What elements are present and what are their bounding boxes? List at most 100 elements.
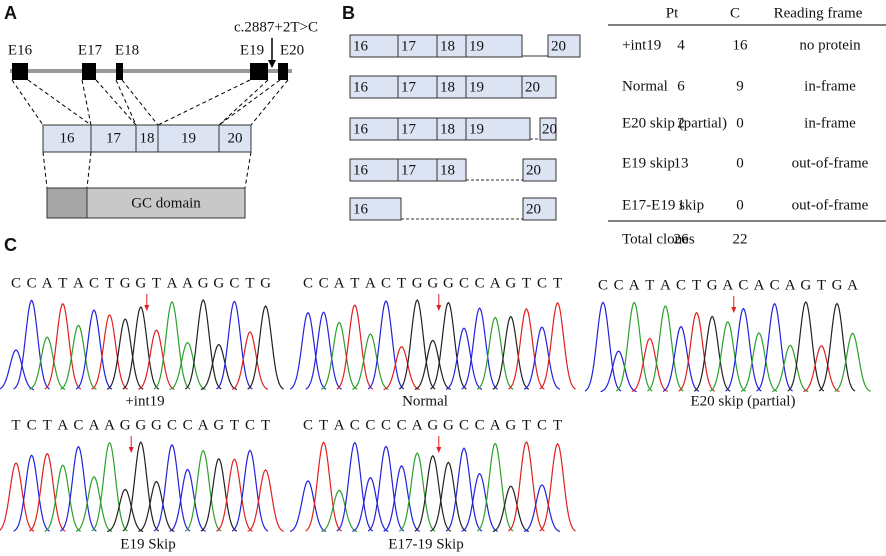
base-letter: G: [135, 417, 146, 433]
base-letter: G: [707, 277, 718, 293]
base-letter: C: [303, 417, 313, 433]
base-letter: C: [459, 417, 469, 433]
peak: [169, 468, 206, 532]
table-header: C: [730, 5, 740, 21]
trace-caption: Normal: [402, 393, 448, 409]
base-letter: G: [120, 275, 131, 291]
table-cell: no protein: [799, 37, 861, 53]
base-letter: T: [817, 277, 826, 293]
arrow-head: [268, 60, 276, 68]
exon-number: 20: [228, 130, 243, 146]
peak: [60, 324, 97, 390]
base-letter: C: [303, 275, 313, 291]
table-cell: 1: [677, 197, 685, 213]
peak: [834, 332, 871, 392]
exon-number: 20: [525, 79, 540, 95]
base-letter: A: [785, 277, 796, 293]
base-letter: A: [89, 417, 100, 433]
peak: [289, 480, 327, 532]
table-cell: E20 skip (partial): [622, 115, 727, 131]
peak: [367, 445, 405, 532]
peak: [184, 299, 222, 390]
base-letter: T: [105, 275, 114, 291]
base-letter: T: [397, 275, 406, 291]
base-letter: A: [629, 277, 640, 293]
peak: [107, 488, 144, 533]
peak: [430, 461, 467, 532]
base-letter: C: [459, 275, 469, 291]
base-letter: T: [43, 417, 52, 433]
exon-number: 17: [401, 162, 417, 178]
panel-label: C: [4, 235, 17, 255]
peak: [414, 339, 451, 390]
table-total: 26: [674, 231, 690, 247]
base-letter: C: [73, 417, 83, 433]
base-letter: T: [245, 275, 254, 291]
base-letter: C: [397, 417, 407, 433]
trace-caption: E17-19 Skip: [388, 536, 463, 552]
base-letter: C: [89, 275, 99, 291]
exon-number: 17: [401, 38, 417, 54]
red-arrow-head: [144, 305, 150, 311]
peak: [398, 299, 436, 390]
peak: [122, 306, 160, 390]
red-arrow-head: [436, 305, 442, 311]
peak: [523, 484, 561, 533]
base-letter: A: [754, 277, 765, 293]
peak: [615, 301, 653, 392]
exon-number: 18: [440, 121, 455, 137]
base-letter: A: [104, 417, 115, 433]
table-cell: E19 skip: [622, 155, 675, 171]
table-cell: 6: [677, 78, 685, 94]
peak: [289, 311, 327, 390]
domain-part: [46, 187, 88, 219]
table-header: Pt: [666, 5, 679, 21]
base-letter: A: [42, 275, 53, 291]
peak: [508, 441, 545, 532]
peak: [398, 452, 436, 532]
exon-box: [465, 117, 531, 141]
base-letter: C: [770, 277, 780, 293]
peak: [647, 305, 684, 392]
base-letter: T: [692, 277, 701, 293]
peak: [584, 301, 622, 392]
exon-box: [90, 124, 137, 153]
table-cell: in-frame: [804, 78, 856, 94]
exon-number: 20: [542, 121, 557, 137]
peak: [740, 332, 778, 392]
base-letter: T: [230, 417, 239, 433]
peak: [153, 300, 191, 390]
peak: [461, 472, 498, 532]
exon-box: [522, 197, 557, 221]
base-letter: G: [120, 417, 131, 433]
peak: [200, 457, 238, 532]
base-letter: A: [334, 417, 345, 433]
base-letter: A: [73, 275, 84, 291]
peak: [200, 343, 237, 391]
base-letter: G: [260, 275, 271, 291]
peak: [60, 445, 97, 532]
base-letter: C: [183, 417, 193, 433]
peak: [367, 300, 405, 390]
peak: [430, 301, 467, 390]
peak: [803, 344, 840, 393]
peak: [523, 326, 561, 390]
base-letter: C: [319, 275, 329, 291]
table-cell: in-frame: [804, 115, 856, 131]
base-letter: A: [490, 417, 501, 433]
base-letter: T: [553, 275, 562, 291]
exon-blocks: [12, 63, 288, 80]
table-cell: +int19: [622, 37, 661, 53]
base-letter: G: [443, 275, 454, 291]
table-cell: 0: [736, 197, 744, 213]
table-cell: 0: [736, 115, 744, 131]
table-cell: 13: [674, 155, 689, 171]
base-letter: C: [350, 417, 360, 433]
peak: [0, 462, 35, 532]
exon-number: 16: [353, 162, 369, 178]
exon-box: [436, 158, 467, 182]
table-total: 22: [733, 231, 748, 247]
red-arrow-head: [128, 447, 134, 453]
peak: [184, 449, 222, 532]
base-letter: G: [213, 417, 224, 433]
